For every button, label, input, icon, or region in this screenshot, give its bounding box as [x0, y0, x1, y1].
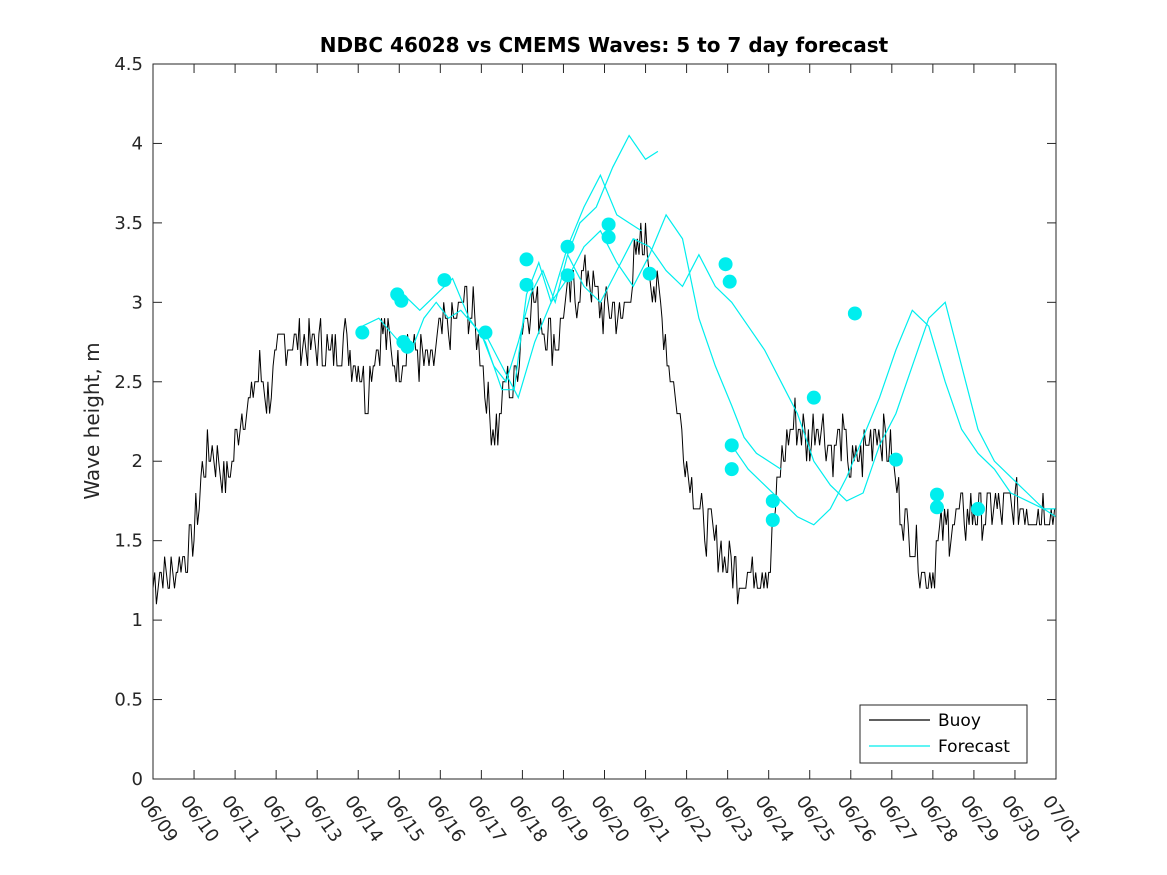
legend: Buoy Forecast — [859, 704, 1028, 764]
plot-frame — [152, 63, 1057, 780]
buoy-series — [152, 222, 1056, 605]
forecast-line — [567, 238, 1056, 510]
forecast-marker — [765, 513, 780, 528]
y-axis-label: Wave height, m — [80, 342, 104, 499]
y-axis-ticks: 0 0.5 1 1.5 2 2.5 3 3.5 4 4.5 — [114, 54, 1056, 790]
forecast-marker — [765, 493, 780, 508]
forecast-marker — [888, 452, 903, 467]
y-tick-label: 3.5 — [114, 213, 143, 234]
forecast-line — [731, 309, 1057, 526]
forecast-marker — [560, 239, 575, 254]
forecast-marker — [724, 462, 739, 477]
y-tick-label: 2.5 — [114, 372, 143, 393]
forecast-marker — [519, 277, 534, 292]
forecast-marker — [519, 252, 534, 267]
forecast-marker — [400, 339, 415, 354]
forecast-line — [362, 134, 659, 384]
forecast-marker — [718, 257, 733, 272]
forecast-marker — [560, 268, 575, 283]
y-tick-label: 1 — [132, 610, 143, 631]
forecast-marker — [724, 438, 739, 453]
y-tick-label: 4.5 — [114, 54, 143, 75]
legend-label-buoy: Buoy — [938, 711, 981, 731]
forecast-line — [484, 213, 782, 470]
forecast-marker — [601, 217, 616, 232]
forecast-marker — [971, 501, 986, 516]
forecast-marker — [478, 325, 493, 340]
buoy-line — [152, 222, 1056, 605]
forecast-marker — [437, 273, 452, 288]
y-tick-label: 3 — [132, 292, 143, 313]
y-tick-label: 4 — [132, 133, 143, 154]
forecast-marker — [847, 306, 862, 321]
forecast-marker — [806, 390, 821, 405]
forecast-marker — [929, 500, 944, 515]
plot-area — [153, 64, 1056, 779]
forecast-marker — [642, 266, 657, 281]
forecast-marker — [394, 293, 409, 308]
forecast-markers — [355, 217, 986, 528]
forecast-marker — [722, 274, 737, 289]
forecast-marker — [929, 487, 944, 502]
y-tick-label: 2 — [132, 451, 143, 472]
y-tick-label: 1.5 — [114, 531, 143, 552]
legend-box — [859, 704, 1028, 764]
forecast-marker — [355, 325, 370, 340]
forecast-marker — [601, 230, 616, 245]
chart-title: NDBC 46028 vs CMEMS Waves: 5 to 7 day fo… — [320, 33, 889, 57]
legend-label-forecast: Forecast — [938, 737, 1010, 757]
y-tick-label: 0 — [132, 769, 143, 790]
y-tick-label: 0.5 — [114, 690, 143, 711]
